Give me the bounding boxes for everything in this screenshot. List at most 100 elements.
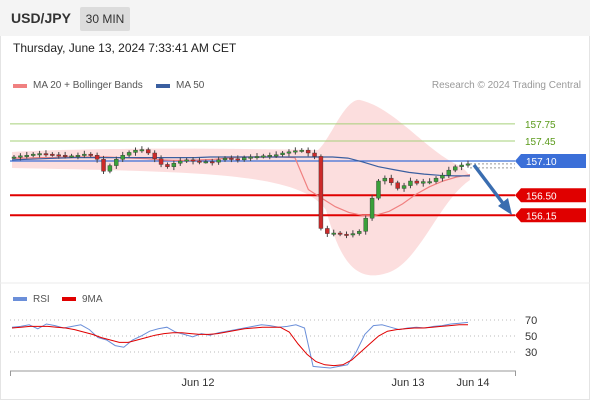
candle-body: [408, 180, 413, 186]
candle: [11, 154, 17, 159]
candle: [216, 156, 221, 165]
candle-body: [126, 152, 132, 156]
candle: [280, 150, 285, 157]
candle: [344, 231, 349, 239]
candle-body: [139, 149, 145, 152]
candle-body: [178, 160, 183, 164]
candle: [312, 149, 317, 160]
candle-body: [267, 155, 272, 157]
candle: [94, 152, 100, 163]
candle: [261, 153, 266, 159]
candle-body: [286, 151, 292, 154]
candle: [299, 148, 304, 153]
candle-body: [453, 166, 458, 171]
candle-body: [318, 156, 324, 229]
candle: [235, 155, 241, 163]
symbol-label: USD/JPY: [11, 10, 71, 26]
ma20-legend-label: MA 20 + Bollinger Bands: [33, 80, 143, 91]
rsi-tick-label-0: 70: [525, 315, 537, 327]
ma20-swatch: [13, 83, 27, 88]
candle-body: [18, 155, 23, 158]
candle-body: [414, 180, 420, 184]
datetime-label: Thursday, June 13, 2024 7:33:41 AM CET: [13, 41, 237, 55]
candle-body: [120, 155, 125, 160]
rsi-swatch: [13, 297, 27, 301]
candle-body: [369, 197, 375, 219]
credit-label: Research © 2024 Trading Central: [431, 80, 581, 91]
candle-body: [165, 164, 170, 167]
candle: [82, 150, 87, 158]
forecast-arrow-shaft: [472, 163, 507, 208]
candle-body: [50, 153, 55, 156]
timeframe-button[interactable]: 30 MIN: [80, 7, 130, 31]
candle: [158, 155, 164, 168]
candle-body: [114, 159, 119, 166]
candle-body: [235, 158, 241, 161]
candle-body: [107, 165, 113, 172]
candle-body: [401, 185, 407, 189]
rsi-ma-legend-label: 9MA: [82, 294, 103, 305]
rsi-ma-line: [11, 324, 468, 367]
candle: [126, 150, 132, 158]
candle-body: [43, 153, 49, 156]
candle: [24, 151, 29, 159]
x-tick-label-0: Jun 12: [181, 377, 214, 389]
candle-body: [299, 149, 304, 152]
legend-ma20: MA 20 + Bollinger Bands: [13, 80, 143, 91]
candle-body: [152, 152, 157, 159]
candle-body: [241, 157, 247, 161]
current-level-tag-2: [515, 154, 586, 168]
candle-body: [203, 161, 209, 164]
candle: [241, 155, 247, 162]
candle: [254, 153, 260, 160]
candle: [190, 157, 196, 165]
candle-body: [382, 177, 388, 182]
candle: [50, 152, 55, 157]
target-level-label-0: 157.75: [525, 120, 556, 131]
candle-body: [75, 155, 81, 157]
candle-body: [184, 159, 189, 162]
candle: [248, 154, 253, 161]
candle: [337, 231, 343, 237]
candle: [69, 153, 74, 158]
candle: [350, 230, 356, 238]
candle-body: [210, 161, 215, 164]
candle: [178, 157, 183, 166]
candle: [37, 150, 42, 158]
support-level-tag-4: [515, 208, 586, 223]
candle-body: [350, 233, 356, 236]
support-level-tag-3: [515, 188, 586, 203]
legend-ma50: MA 50: [156, 80, 204, 91]
candle-body: [421, 181, 426, 184]
candle: [184, 157, 189, 164]
candle: [197, 157, 202, 165]
candle: [382, 175, 388, 185]
candle: [165, 162, 170, 169]
candle-body: [133, 149, 138, 153]
chart-header: USD/JPY 30 MIN: [0, 0, 590, 36]
candle-body: [337, 232, 343, 235]
candle-body: [344, 233, 349, 236]
candle: [433, 176, 439, 184]
candle: [459, 162, 464, 171]
support-level-label-3: 156.50: [526, 191, 557, 202]
candle: [171, 160, 177, 171]
candle: [62, 151, 68, 159]
candle: [229, 155, 234, 163]
candle-body: [146, 149, 151, 154]
current-level-label-2: 157.10: [526, 157, 557, 168]
candle-body: [229, 157, 234, 160]
candle: [43, 150, 49, 157]
candle-body: [280, 152, 285, 155]
candle-body: [69, 155, 74, 158]
candle-body: [395, 182, 400, 189]
candle-body: [37, 153, 42, 156]
candle-body: [88, 153, 93, 156]
candle-body: [30, 153, 36, 156]
candle-body: [222, 157, 228, 161]
candle: [376, 179, 381, 201]
candle-body: [216, 159, 221, 163]
candle-body: [11, 156, 17, 159]
candle-body: [312, 152, 317, 157]
